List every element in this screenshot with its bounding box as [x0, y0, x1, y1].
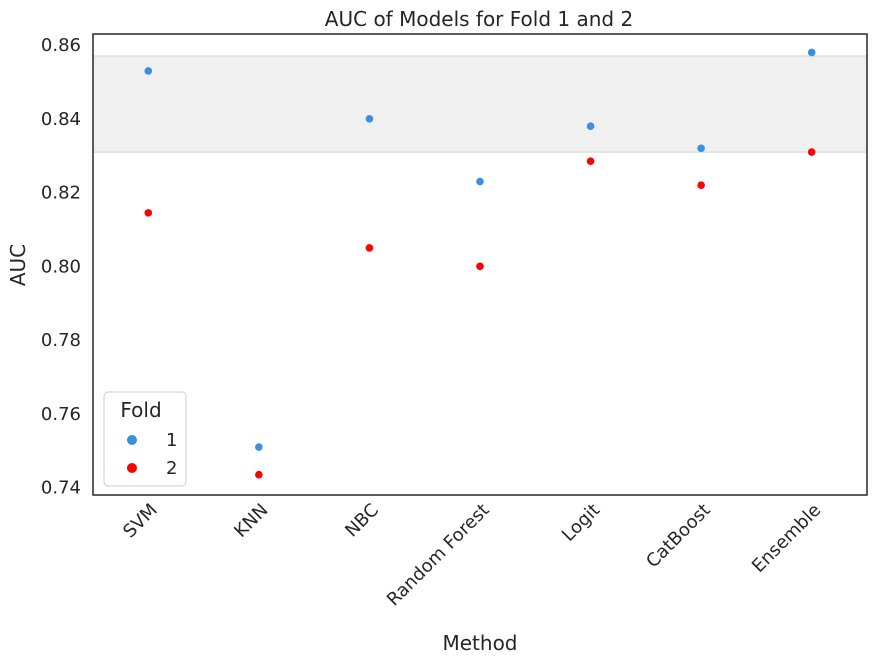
data-points — [144, 48, 816, 479]
x-tick-label: CatBoost — [642, 500, 714, 572]
x-axis-label: Method — [442, 631, 517, 655]
data-point-fold-2-catboost — [697, 181, 705, 190]
legend-label-fold-2: 2 — [166, 458, 177, 479]
x-tick-label: KNN — [230, 500, 272, 542]
y-axis-label: AUC — [6, 244, 30, 286]
legend: Fold 1 2 — [103, 391, 187, 487]
data-point-fold-1-catboost — [697, 144, 705, 153]
x-axis-ticks: SVM KNN NBC Random Forest Logit CatBoost Ensem… — [119, 500, 825, 611]
x-tick-label: NBC — [341, 500, 383, 542]
data-point-fold-1-nbc — [365, 115, 374, 123]
data-point-fold-2-random-forest — [476, 262, 484, 271]
y-tick-label: 0.80 — [41, 256, 81, 277]
chart-title: AUC of Models for Fold 1 and 2 — [325, 7, 633, 31]
legend-marker-fold-1 — [127, 435, 137, 445]
x-tick-label: Ensemble — [748, 500, 825, 577]
legend-label-fold-1: 1 — [166, 430, 177, 451]
y-tick-label: 0.84 — [41, 109, 81, 130]
data-point-fold-1-knn — [255, 443, 263, 451]
data-point-fold-1-random-forest — [476, 177, 484, 186]
data-point-fold-2-logit — [586, 157, 595, 166]
data-point-fold-2-nbc — [365, 244, 374, 252]
legend-marker-fold-2 — [127, 463, 137, 473]
y-tick-label: 0.78 — [41, 330, 81, 351]
data-point-fold-2-ensemble — [807, 148, 816, 156]
y-tick-label: 0.86 — [41, 35, 81, 56]
y-axis-ticks: 0.74 0.76 0.78 0.80 0.82 0.84 0.86 — [41, 35, 81, 499]
highlight-band — [93, 56, 867, 153]
x-tick-label: SVM — [119, 500, 162, 543]
data-point-fold-1-svm — [144, 67, 153, 75]
legend-box — [103, 391, 187, 487]
plot-frame — [92, 33, 868, 496]
y-tick-label: 0.82 — [41, 183, 81, 204]
data-point-fold-1-ensemble — [807, 48, 816, 57]
x-tick-label: Random Forest — [383, 500, 494, 611]
legend-title: Fold — [120, 398, 161, 422]
data-point-fold-2-knn — [255, 470, 263, 479]
y-tick-label: 0.76 — [41, 404, 81, 425]
data-point-fold-2-svm — [144, 209, 153, 217]
data-point-fold-1-logit — [586, 122, 595, 130]
x-tick-label: Logit — [558, 500, 604, 546]
y-tick-label: 0.74 — [41, 478, 81, 499]
